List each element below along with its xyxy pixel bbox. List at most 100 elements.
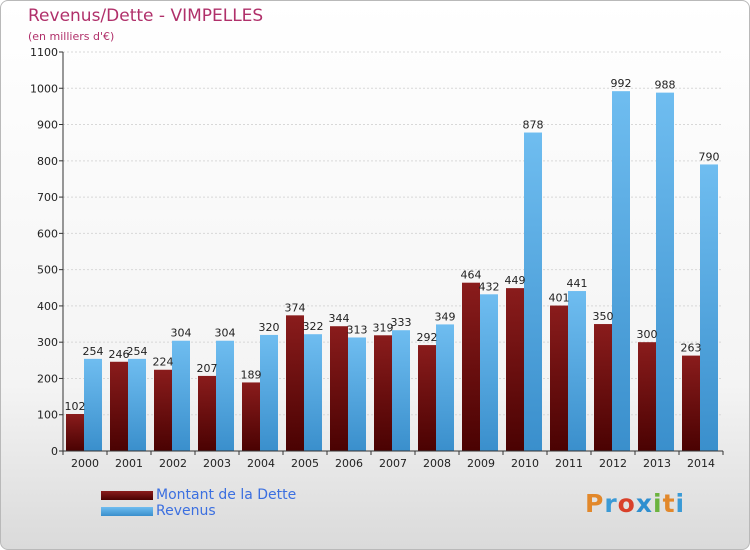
bar-dette <box>242 382 260 451</box>
data-label-revenus: 322 <box>303 320 324 333</box>
x-tick-label: 2014 <box>687 457 715 470</box>
logo-letter: i <box>675 489 686 518</box>
bar-dette <box>418 345 436 451</box>
bar-revenus <box>348 337 366 451</box>
bar-dette <box>66 414 84 451</box>
legend-swatch-revenus <box>101 507 153 516</box>
logo-letter: i <box>653 489 663 518</box>
x-tick-label: 2003 <box>203 457 231 470</box>
logo-letter: o <box>617 489 636 518</box>
x-tick-label: 2012 <box>599 457 627 470</box>
data-label-revenus: 988 <box>655 79 676 92</box>
x-tick-label: 2008 <box>423 457 451 470</box>
data-label-dette: 464 <box>461 269 482 282</box>
bar-revenus <box>172 340 190 451</box>
y-tick-label: 100 <box>37 409 58 422</box>
data-label-dette: 189 <box>241 368 262 381</box>
x-tick-label: 2005 <box>291 457 319 470</box>
y-tick-label: 0 <box>51 445 58 458</box>
data-label-dette: 449 <box>505 274 526 287</box>
chart-subtitle: (en milliers d'€) <box>28 30 115 43</box>
logo-letter: t <box>662 489 676 518</box>
bar-revenus <box>700 164 718 452</box>
x-tick-label: 2002 <box>159 457 187 470</box>
y-tick-label: 1000 <box>30 82 58 95</box>
y-tick-label: 500 <box>37 264 58 277</box>
x-tick-label: 2004 <box>247 457 275 470</box>
bar-dette <box>462 282 480 451</box>
data-label-revenus: 333 <box>391 316 412 329</box>
x-tick-label: 2001 <box>115 457 143 470</box>
logo-letter: P <box>585 489 605 518</box>
legend-item-revenus: Revenus <box>101 503 401 519</box>
data-label-revenus: 441 <box>567 277 588 290</box>
y-tick-label: 900 <box>37 119 58 132</box>
x-tick-label: 2007 <box>379 457 407 470</box>
x-tick-label: 2006 <box>335 457 363 470</box>
data-label-dette: 374 <box>285 301 306 314</box>
data-label-dette: 224 <box>153 356 174 369</box>
data-label-revenus: 254 <box>83 345 104 358</box>
legend-swatch-dette <box>101 491 153 500</box>
data-label-dette: 292 <box>417 331 438 344</box>
data-label-revenus: 313 <box>347 323 368 336</box>
bar-revenus <box>612 91 630 451</box>
x-tick-label: 2009 <box>467 457 495 470</box>
y-tick-label: 700 <box>37 191 58 204</box>
proxiti-logo: Proxiti <box>585 489 685 518</box>
data-label-revenus: 304 <box>215 327 236 340</box>
data-label-revenus: 320 <box>259 321 280 334</box>
bar-revenus <box>260 334 278 451</box>
x-tick-label: 2010 <box>511 457 539 470</box>
bar-revenus <box>436 324 454 451</box>
y-tick-label: 300 <box>37 336 58 349</box>
data-label-revenus: 790 <box>699 150 720 163</box>
bar-revenus <box>480 294 498 451</box>
chart-title: Revenus/Dette - VIMPELLES <box>28 6 264 26</box>
bar-dette <box>550 305 568 451</box>
y-tick-label: 800 <box>37 155 58 168</box>
x-tick-label: 2013 <box>643 457 671 470</box>
bars-layer <box>66 91 718 452</box>
x-tick-label: 2000 <box>71 457 99 470</box>
bar-revenus <box>304 334 322 451</box>
y-tick-label: 200 <box>37 372 58 385</box>
legend-label-dette: Montant de la Dette <box>156 487 297 503</box>
legend-label-revenus: Revenus <box>156 503 216 519</box>
legend-item-dette: Montant de la Dette <box>101 487 401 503</box>
data-label-dette: 350 <box>593 310 614 323</box>
bar-dette <box>682 355 700 451</box>
data-label-dette: 246 <box>109 348 130 361</box>
y-tick-label: 600 <box>37 227 58 240</box>
logo-letter: r <box>604 489 618 518</box>
data-label-dette: 300 <box>637 328 658 341</box>
bar-dette <box>198 375 216 451</box>
bar-revenus <box>84 358 102 451</box>
bar-revenus <box>568 291 586 451</box>
data-label-revenus: 432 <box>479 280 500 293</box>
bar-dette <box>110 361 128 451</box>
data-label-dette: 102 <box>65 400 86 413</box>
bar-revenus <box>524 132 542 451</box>
data-label-revenus: 349 <box>435 310 456 323</box>
bar-dette <box>330 326 348 451</box>
x-tick-label: 2011 <box>555 457 583 470</box>
data-label-revenus: 878 <box>523 119 544 132</box>
data-label-revenus: 992 <box>611 77 632 90</box>
bar-revenus <box>128 358 146 451</box>
bar-dette <box>638 342 656 451</box>
data-label-revenus: 304 <box>171 327 192 340</box>
data-label-dette: 319 <box>373 321 394 334</box>
y-tick-label: 1100 <box>30 46 58 59</box>
bar-revenus <box>656 92 674 451</box>
bar-revenus <box>392 330 410 451</box>
logo-letter: x <box>635 489 653 518</box>
data-label-dette: 344 <box>329 312 350 325</box>
data-label-revenus: 254 <box>127 345 148 358</box>
bar-dette <box>286 315 304 451</box>
data-label-dette: 401 <box>549 292 570 305</box>
legend: Montant de la Dette Revenus <box>101 487 401 519</box>
